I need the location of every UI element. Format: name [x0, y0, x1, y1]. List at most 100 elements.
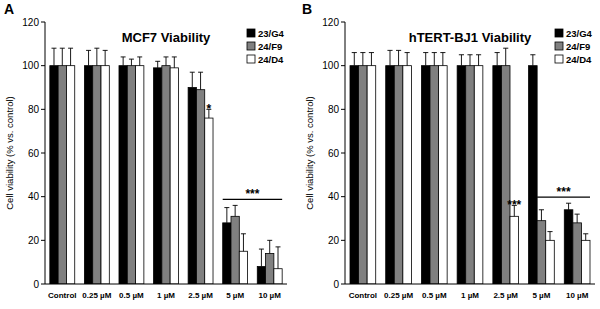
error-bar — [476, 55, 481, 66]
bar — [529, 66, 538, 284]
y-tick — [41, 240, 45, 241]
error-cap — [387, 50, 392, 51]
y-tick-label: 60 — [28, 148, 40, 159]
error-stem — [278, 247, 279, 269]
bar — [350, 66, 359, 284]
legend: 23/G424/F924/D4 — [555, 28, 593, 65]
error-bar — [94, 48, 99, 65]
y-tick — [341, 22, 345, 23]
bar — [359, 66, 368, 284]
error-cap — [432, 52, 437, 53]
error-bar — [547, 232, 552, 241]
bar — [457, 66, 466, 284]
error-cap — [233, 205, 238, 206]
error-cap — [352, 52, 357, 53]
error-bar — [396, 50, 401, 65]
error-bar — [503, 48, 508, 65]
error-stem — [568, 203, 569, 210]
error-stem — [425, 53, 426, 66]
error-cap — [267, 240, 272, 241]
error-bar — [440, 53, 445, 66]
error-bar — [60, 48, 65, 65]
error-bar — [103, 50, 108, 65]
bar — [537, 221, 546, 284]
bar — [231, 216, 239, 284]
legend-label: 24/F9 — [258, 41, 282, 52]
bar — [403, 66, 412, 284]
error-cap — [539, 209, 544, 210]
error-cap — [583, 233, 588, 234]
error-stem — [131, 59, 132, 66]
bar — [93, 66, 101, 284]
y-tick — [341, 240, 345, 241]
y-tick — [341, 284, 345, 285]
bar — [581, 240, 590, 284]
panel: AMCF7 ViabilityCell viability (% vs. con… — [4, 1, 287, 300]
error-stem — [585, 234, 586, 241]
error-cap — [224, 207, 229, 208]
error-bar — [530, 55, 535, 66]
error-stem — [434, 53, 435, 66]
error-stem — [390, 50, 391, 65]
error-bar — [137, 57, 142, 66]
error-cap — [396, 50, 401, 51]
error-cap — [423, 52, 428, 53]
annotation: * — [207, 102, 212, 116]
error-stem — [261, 249, 262, 266]
error-bar — [405, 53, 410, 66]
error-stem — [174, 57, 175, 68]
error-stem — [157, 61, 158, 68]
y-tick-label: 60 — [328, 148, 340, 159]
x-axis — [345, 284, 595, 285]
x-tick-label: 5 µM — [532, 291, 550, 300]
error-stem — [461, 55, 462, 66]
panel-label: A — [4, 1, 14, 17]
error-stem — [470, 55, 471, 66]
error-bar — [259, 249, 264, 266]
y-tick-label: 120 — [22, 17, 39, 28]
bar — [84, 66, 92, 284]
error-cap — [103, 50, 108, 51]
error-stem — [88, 50, 89, 65]
bar — [188, 88, 196, 285]
bar — [367, 66, 376, 284]
error-bar — [566, 203, 571, 210]
bar — [162, 66, 170, 284]
error-cap — [155, 61, 160, 62]
error-stem — [192, 72, 193, 87]
error-bar — [369, 53, 374, 66]
y-tick-label: 0 — [333, 279, 339, 290]
x-axis — [45, 284, 287, 285]
error-bar — [467, 55, 472, 66]
error-stem — [235, 205, 236, 216]
error-cap — [503, 48, 508, 49]
bar — [501, 66, 510, 284]
error-cap — [575, 214, 580, 215]
y-tick-label: 20 — [328, 235, 340, 246]
bars — [50, 48, 282, 284]
figure: AMCF7 ViabilityCell viability (% vs. con… — [0, 0, 600, 309]
bar — [564, 210, 573, 284]
bar — [386, 66, 395, 284]
error-stem — [105, 50, 106, 65]
error-stem — [541, 210, 542, 221]
y-tick — [341, 65, 345, 66]
panel: BhTERT-BJ1 ViabilityCell viability (% vs… — [302, 1, 595, 300]
bar — [154, 68, 162, 284]
bar — [58, 66, 66, 284]
y-tick — [41, 153, 45, 154]
x-tick-label: 10 µM — [259, 291, 282, 300]
bar — [196, 90, 204, 284]
error-stem — [123, 57, 124, 66]
y-tick-label: 80 — [328, 104, 340, 115]
x-tick-label: 5 µM — [226, 291, 244, 300]
y-axis — [345, 22, 346, 284]
bars — [350, 48, 590, 284]
error-cap — [86, 50, 91, 51]
bar — [127, 66, 135, 284]
bar — [50, 66, 58, 284]
y-tick-label: 80 — [28, 104, 40, 115]
x-tick-label: 0.25 µM — [82, 291, 111, 300]
annotation: *** — [507, 198, 521, 212]
annotation: *** — [557, 185, 571, 199]
